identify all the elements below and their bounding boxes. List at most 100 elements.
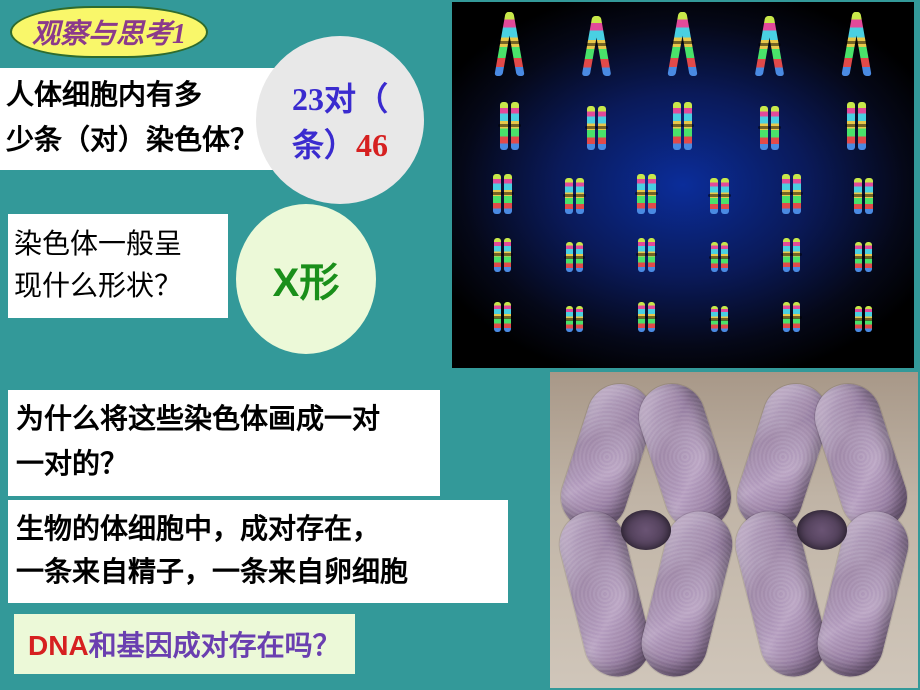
question-2-line1: 染色体一般呈 xyxy=(14,224,222,266)
answer-1-46: 46 xyxy=(356,127,388,163)
chromosome-icon xyxy=(637,174,645,214)
answer-3: 生物的体细胞中，成对存在， 一条来自精子，一条来自卵细胞 xyxy=(8,500,508,603)
chromosome-icon xyxy=(504,238,511,272)
question-4-dna: DNA xyxy=(28,630,89,661)
chromosome-icon xyxy=(865,306,872,332)
chromosome-icon xyxy=(638,238,645,272)
answer-1-row1: 23对（ xyxy=(292,74,388,120)
chromosome-pair xyxy=(637,174,656,214)
chromosome-pair xyxy=(710,174,729,214)
question-2: 染色体一般呈 现什么形状？ xyxy=(8,214,228,318)
chromosome-pair xyxy=(566,238,583,272)
karyotype-row xyxy=(452,302,914,332)
chromosome-icon xyxy=(711,306,718,332)
chromosome-icon xyxy=(638,302,645,332)
chromosome-icon xyxy=(782,174,790,214)
chromosome-pair xyxy=(783,238,800,272)
chromosome-pair xyxy=(587,102,606,150)
chromosome-pair xyxy=(565,174,584,214)
chromosome-icon xyxy=(684,102,692,150)
chromosome-icon xyxy=(783,302,790,332)
chromosome-icon xyxy=(648,302,655,332)
chromosome-pair xyxy=(493,174,512,214)
chromosome-icon xyxy=(865,242,872,272)
chromosome-icon xyxy=(721,242,728,272)
chromosome-icon xyxy=(847,102,855,150)
chromosome-icon xyxy=(565,178,573,214)
chromosome-icon xyxy=(598,106,606,150)
chromosome-pair xyxy=(782,174,801,214)
chromosome-icon xyxy=(855,242,862,272)
chromosome-icon xyxy=(673,102,681,150)
answer-1-tiao: 条） xyxy=(292,127,356,163)
centromere xyxy=(621,510,671,550)
chromosome-icon xyxy=(855,306,862,332)
chromosome-pair xyxy=(711,238,728,272)
chromosome-icon xyxy=(760,106,768,150)
chromosome-pair xyxy=(587,12,606,76)
chromosome-icon xyxy=(566,242,573,272)
chromosome-pair xyxy=(855,238,872,272)
chromosome-icon xyxy=(576,178,584,214)
chromosome-icon xyxy=(504,302,511,332)
chromosome-icon xyxy=(679,12,698,76)
chromosome-pair xyxy=(783,302,800,332)
chromosome-icon xyxy=(852,12,871,76)
chromosome-icon xyxy=(592,16,611,76)
question-3-line2: 一对的？ xyxy=(16,443,432,488)
chromosome-pair xyxy=(673,12,692,76)
chromosome-pair xyxy=(854,174,873,214)
question-3-line1: 为什么将这些染色体画成一对 xyxy=(16,398,432,443)
answer-1-row2: 条）46 xyxy=(292,120,388,166)
answer-1-circle: 23对（ 条）46 xyxy=(256,36,424,204)
chromosome-icon xyxy=(500,102,508,150)
section-badge: 观察与思考1 xyxy=(10,6,208,58)
chromosome-icon xyxy=(865,178,873,214)
question-2-line2: 现什么形状？ xyxy=(14,266,222,308)
centromere xyxy=(797,510,847,550)
chromosome-icon xyxy=(793,174,801,214)
chromosome-icon xyxy=(493,174,501,214)
chromosome-icon xyxy=(721,306,728,332)
chromosome-pair xyxy=(500,102,519,150)
answer-1-pair-label: 对（ xyxy=(324,81,388,117)
chromosome-pair xyxy=(847,102,866,150)
answer-3-line2: 一条来自精子，一条来自卵细胞 xyxy=(16,551,500,594)
chromosome-icon xyxy=(711,242,718,272)
sem-chromosome xyxy=(742,382,902,678)
answer-2-circle: X形 xyxy=(236,204,376,354)
chromosome-icon xyxy=(721,178,729,214)
chromosome-pair xyxy=(566,302,583,332)
chromosome-pair xyxy=(673,102,692,150)
chromosome-icon xyxy=(587,106,595,150)
answer-1-23: 23 xyxy=(292,81,324,117)
chromosome-pair xyxy=(760,102,779,150)
chromosome-pair xyxy=(494,302,511,332)
chromosome-icon xyxy=(494,238,501,272)
chromosome-pair xyxy=(760,12,779,76)
answer-3-line1: 生物的体细胞中，成对存在， xyxy=(16,508,500,551)
chromosome-pair xyxy=(500,12,519,76)
chromosome-icon xyxy=(793,238,800,272)
chromosome-icon xyxy=(710,178,718,214)
sem-chromosome-panel xyxy=(550,372,918,688)
chromosome-pair xyxy=(494,238,511,272)
chromosome-icon xyxy=(505,12,524,76)
chromosome-icon xyxy=(566,306,573,332)
chromosome-icon xyxy=(576,242,583,272)
karyotype-row xyxy=(452,174,914,214)
karyotype-row xyxy=(452,238,914,272)
karyotype-row xyxy=(452,12,914,76)
chromosome-pair xyxy=(847,12,866,76)
chromosome-icon xyxy=(858,102,866,150)
chromosome-icon xyxy=(504,174,512,214)
section-badge-text: 观察与思考1 xyxy=(32,19,186,50)
sem-chromosome xyxy=(566,382,726,678)
chromosome-icon xyxy=(648,238,655,272)
chromosome-icon xyxy=(793,302,800,332)
question-3: 为什么将这些染色体画成一对 一对的？ xyxy=(8,390,440,496)
chromosome-pair xyxy=(855,302,872,332)
chromosome-icon xyxy=(766,16,785,76)
chromosome-pair xyxy=(638,302,655,332)
chromosome-icon xyxy=(783,238,790,272)
